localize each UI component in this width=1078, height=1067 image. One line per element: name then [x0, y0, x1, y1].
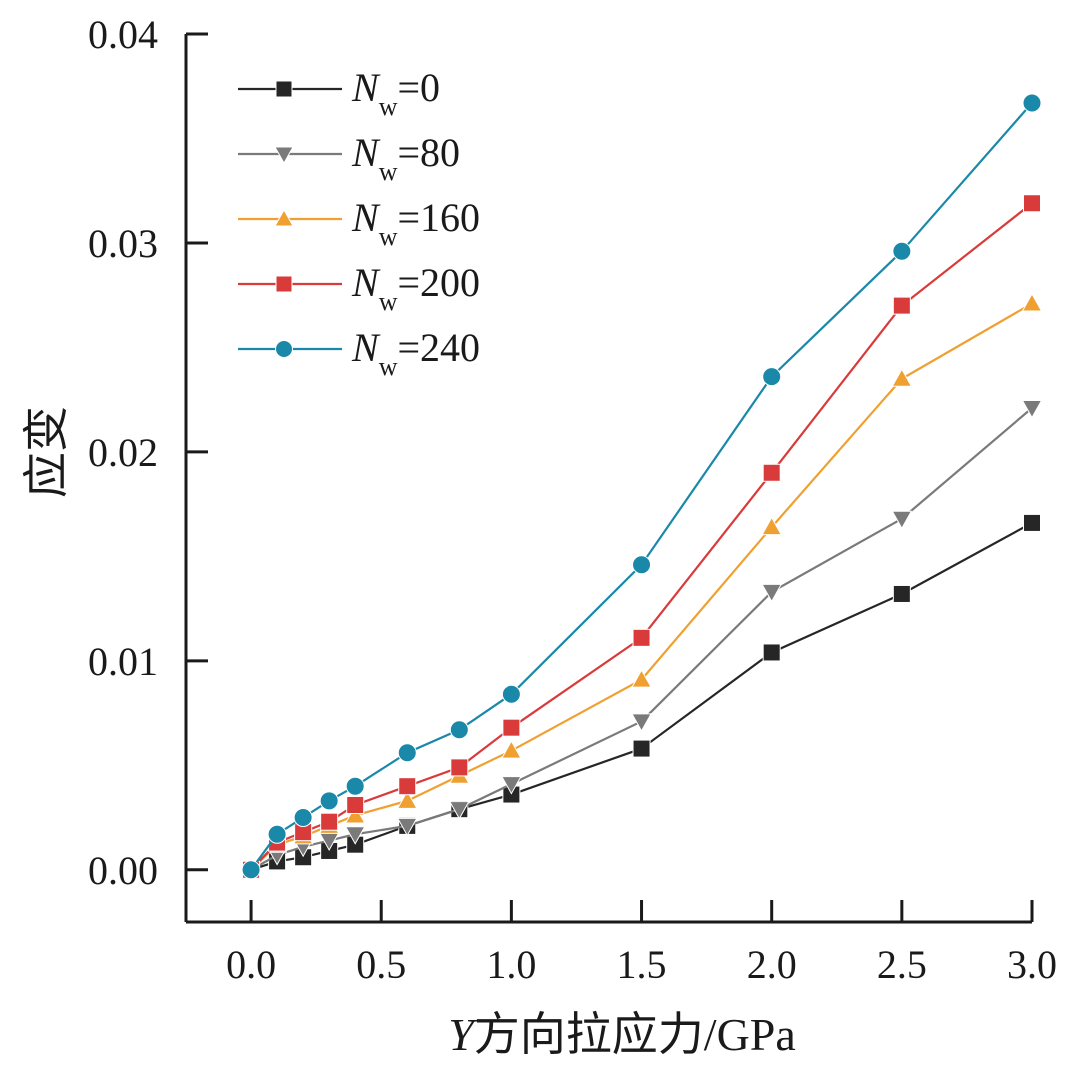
data-point [891, 368, 913, 387]
x-axis-title: Y方向拉应力/GPa [448, 1009, 796, 1060]
data-point [344, 826, 366, 845]
series-layer [240, 93, 1043, 881]
data-point [396, 790, 418, 809]
legend-sub: w [379, 222, 398, 251]
legend-entry-4: Nw=240 [238, 325, 480, 381]
legend-var: N [351, 65, 381, 110]
legend-var: N [351, 260, 381, 305]
legend-entry-0: Nw=0 [238, 65, 440, 121]
data-point [293, 808, 313, 828]
data-point [501, 776, 522, 795]
x-tick-label: 0.0 [226, 942, 276, 987]
x-tick-label: 2.5 [877, 942, 927, 987]
legend-sub: w [379, 157, 398, 186]
legend-marker [274, 146, 294, 165]
legend-var: N [351, 195, 381, 240]
data-point [1022, 93, 1042, 113]
data-point [762, 367, 782, 387]
data-point [345, 776, 365, 796]
data-point [398, 777, 417, 796]
data-point [892, 241, 912, 261]
y-axis-title: 应变 [21, 406, 72, 498]
y-tick-label: 0.00 [88, 848, 158, 893]
series-4 [241, 93, 1042, 880]
data-point [1021, 400, 1043, 419]
legend-label: Nw=80 [351, 130, 460, 186]
data-point [1023, 194, 1041, 213]
legend-entry-3: Nw=200 [238, 260, 480, 316]
data-point [449, 720, 469, 740]
legend-sub: w [379, 352, 398, 381]
legend-entry-1: Nw=80 [238, 130, 460, 186]
y-tick-label: 0.04 [88, 12, 158, 57]
legend-var: N [351, 130, 381, 175]
legend-eq: =160 [397, 195, 480, 240]
data-point [1021, 293, 1043, 312]
legend-eq: =0 [397, 65, 440, 110]
legend-label: Nw=200 [351, 260, 480, 316]
legend-eq: =240 [397, 325, 480, 370]
data-point [891, 510, 913, 530]
data-point [319, 791, 339, 811]
series-line [250, 521, 1033, 871]
y-tick-label: 0.01 [88, 639, 158, 684]
data-point [397, 743, 417, 763]
legend-label: Nw=240 [351, 325, 480, 381]
x-tick-label: 0.5 [356, 942, 406, 987]
axes: 0.00 0.01 0.02 0.03 0.04 0.0 0.5 1.0 1.5 2.0 2.5 3.… [88, 12, 1057, 987]
x-tick-label: 2.0 [747, 942, 797, 987]
data-point [450, 758, 469, 777]
data-point [892, 584, 911, 603]
x-tick-label: 1.5 [617, 942, 667, 987]
data-point [892, 296, 911, 315]
legend-label: Nw=160 [351, 195, 480, 251]
y-tick-label: 0.03 [88, 221, 158, 266]
data-point [320, 812, 339, 831]
legend-marker [275, 340, 293, 358]
series-1 [240, 400, 1043, 881]
legend-marker [275, 275, 293, 293]
data-point [241, 860, 261, 880]
legend-marker [274, 208, 294, 227]
x-tick-label: 3.0 [1007, 942, 1057, 987]
data-point [501, 740, 522, 759]
data-point [631, 713, 652, 732]
data-point [502, 718, 521, 737]
data-point [761, 583, 783, 603]
legend-label: Nw=0 [351, 65, 440, 121]
legend-eq: =200 [397, 260, 480, 305]
data-point [762, 463, 781, 482]
data-point [501, 684, 521, 704]
data-point [396, 817, 418, 837]
data-point [631, 669, 652, 688]
data-point [448, 801, 470, 820]
y-tick-label: 0.02 [88, 430, 158, 475]
data-point [632, 628, 651, 647]
legend-sub: w [379, 287, 398, 316]
data-point [267, 824, 287, 844]
legend-sub: w [379, 92, 398, 121]
legend-eq: =80 [397, 130, 460, 175]
legend-var: N [351, 325, 381, 370]
data-point [762, 643, 781, 662]
data-point [761, 516, 783, 536]
x-tick-label: 1.0 [486, 942, 536, 987]
legend-marker [275, 80, 293, 98]
data-point [1023, 513, 1041, 532]
data-point [632, 555, 652, 575]
data-point [632, 739, 651, 758]
legend-entry-2: Nw=160 [238, 195, 480, 251]
data-point [346, 795, 365, 814]
data-point [344, 804, 366, 824]
